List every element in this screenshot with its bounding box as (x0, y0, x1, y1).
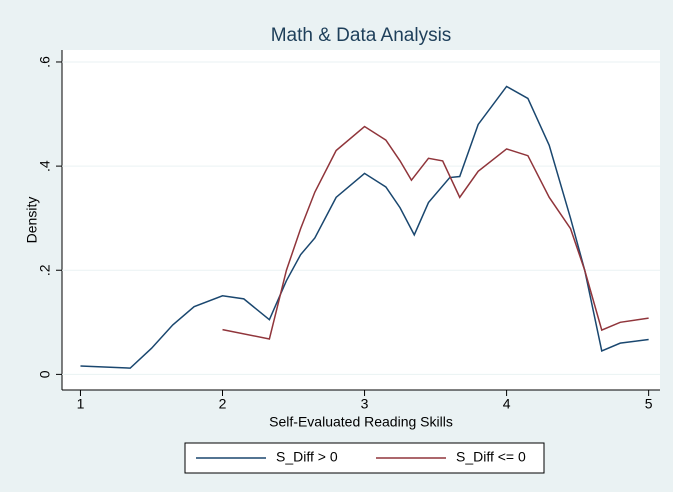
x-tick-label: 4 (503, 396, 511, 412)
plot-area (62, 50, 660, 390)
y-tick-label: 0 (37, 370, 53, 378)
y-tick-label: .2 (37, 264, 53, 276)
y-axis-label: Density (24, 197, 40, 244)
legend-label: S_Diff > 0 (276, 449, 338, 465)
x-tick-label: 1 (77, 396, 85, 412)
chart-title: Math & Data Analysis (271, 25, 452, 46)
x-axis-label: Self-Evaluated Reading Skills (269, 414, 453, 430)
line (222, 125, 649, 340)
line (80, 85, 649, 369)
legend-label: S_Diff <= 0 (456, 449, 526, 465)
x-tick-label: 5 (645, 396, 653, 412)
x-tick-label: 3 (361, 396, 369, 412)
y-tick-label: .4 (37, 160, 53, 172)
y-tick-label: .6 (37, 56, 53, 68)
x-tick-label: 2 (219, 396, 227, 412)
